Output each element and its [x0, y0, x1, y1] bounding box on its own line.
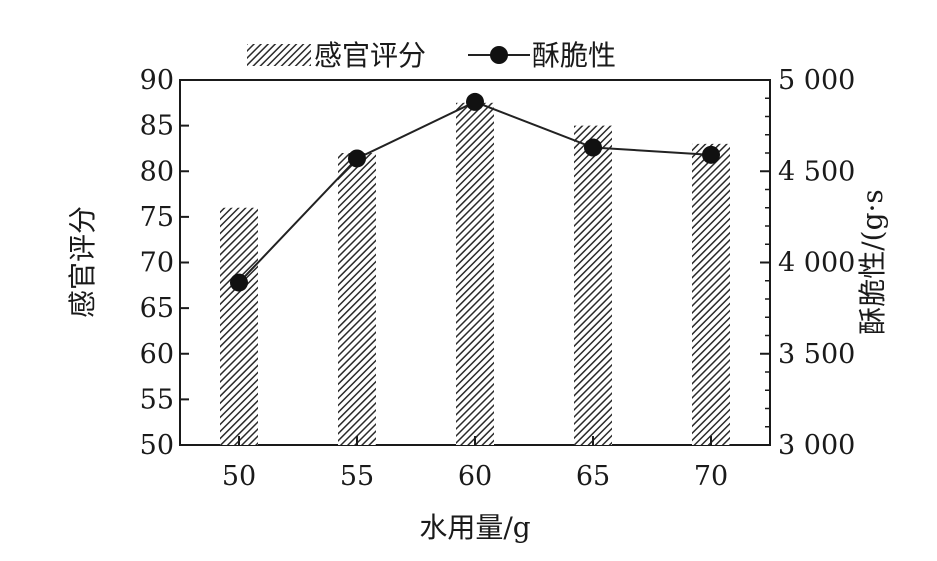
- bar-series: [220, 102, 730, 445]
- left-tick-label: 50: [140, 430, 174, 461]
- x-tick-label: 60: [458, 461, 492, 492]
- bar: [692, 143, 730, 445]
- bar: [220, 207, 258, 445]
- x-tick-label: 70: [694, 461, 728, 492]
- bar: [338, 153, 376, 445]
- left-tick-label: 80: [140, 156, 174, 187]
- left-tick-label: 60: [140, 339, 174, 370]
- left-tick-label: 75: [140, 202, 174, 233]
- bar: [456, 102, 494, 445]
- right-tick-label: 3 000: [778, 430, 855, 461]
- x-axis: 50 55 60 65 70: [222, 436, 728, 492]
- right-tick-label: 3 500: [778, 339, 855, 370]
- line-point: [702, 145, 720, 164]
- right-tick-label: 5 000: [778, 65, 855, 96]
- legend-marker-swatch: [490, 46, 508, 64]
- line-point: [348, 149, 366, 168]
- line-point: [466, 92, 484, 111]
- x-axis-title: 水用量/g: [419, 511, 530, 544]
- legend-bar-swatch: [247, 44, 311, 66]
- left-tick-label: 70: [140, 248, 174, 279]
- x-tick-label: 65: [576, 461, 610, 492]
- line-markers: [230, 92, 720, 292]
- left-axis-title: 感官评分: [66, 206, 99, 318]
- left-tick-label: 55: [140, 384, 174, 415]
- left-axis: 50 55 60 65 70 75 80 85 90: [140, 65, 189, 461]
- left-tick-label: 65: [140, 293, 174, 324]
- right-tick-label: 4 000: [778, 248, 855, 279]
- line-point: [584, 138, 602, 157]
- right-axis: 3 000 3 500 4 000 4 500 5 000: [760, 65, 855, 461]
- x-tick-label: 50: [222, 461, 256, 492]
- bar: [574, 125, 612, 445]
- right-tick-label: 4 500: [778, 156, 855, 187]
- legend-label-line: 酥脆性: [532, 39, 616, 72]
- x-tick-label: 55: [340, 461, 374, 492]
- left-tick-label: 85: [140, 111, 174, 142]
- left-tick-label: 90: [140, 65, 174, 96]
- legend: 感官评分 酥脆性: [247, 39, 616, 72]
- legend-label-bar: 感官评分: [314, 39, 426, 72]
- line-point: [230, 273, 248, 292]
- right-axis-title: 酥脆性/(g·s: [856, 189, 889, 335]
